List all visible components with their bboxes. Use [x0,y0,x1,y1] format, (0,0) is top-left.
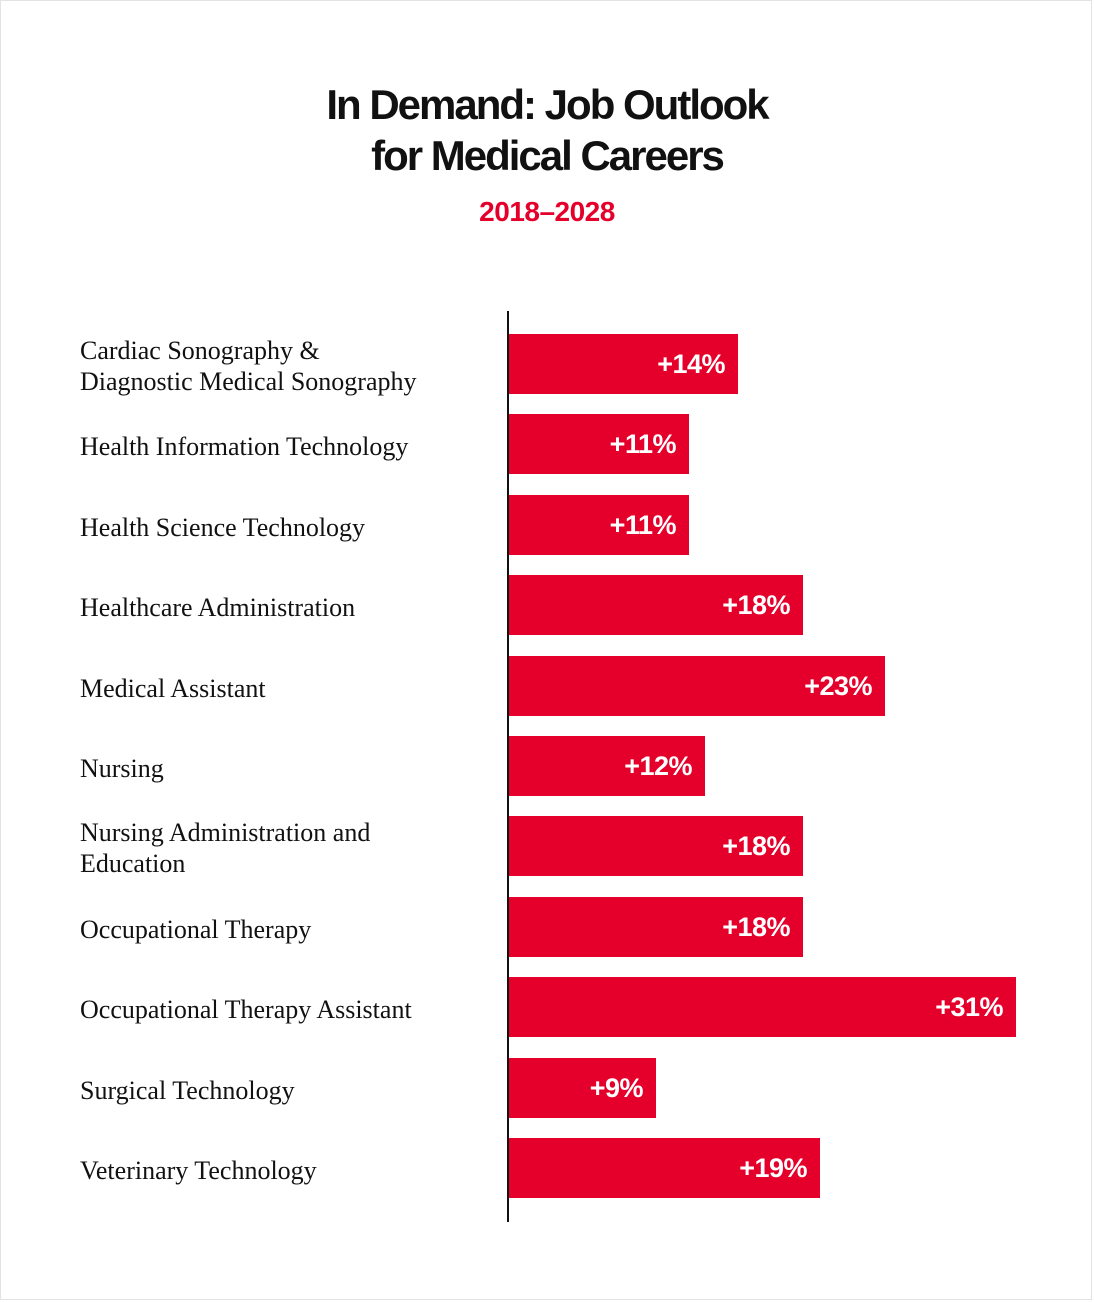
bar-value-label: +23% [804,671,872,701]
bar-value-label: +14% [657,349,725,379]
category-label-line: Education [80,849,186,878]
bar [509,816,803,876]
bar-value-label: +31% [935,992,1003,1022]
category-label: Nursing [80,753,490,784]
category-label: Health Science Technology [80,512,490,543]
category-label-line: Surgical Technology [80,1076,295,1105]
category-label-line: Occupational Therapy [80,915,312,944]
bar [509,575,803,635]
bar [509,736,705,796]
bar [509,656,885,716]
category-label-line: Nursing [80,754,164,783]
category-label-line: Diagnostic Medical Sonography [80,367,417,396]
bar-value-label: +18% [722,831,790,861]
category-label: Cardiac Sonography & Diagnostic Medical S… [80,335,490,397]
bar [509,495,689,555]
bar [509,897,803,957]
bar [509,1058,656,1118]
category-label-line: Health Science Technology [80,513,366,542]
category-label-line: Healthcare Administration [80,593,356,622]
category-label-line: Veterinary Technology [80,1156,317,1185]
bar-value-label: +11% [609,510,677,540]
category-label-line: Medical Assistant [80,674,266,703]
y-axis-line [507,311,509,1222]
category-label-line: Health Information Technology [80,432,409,461]
bar [509,414,689,474]
category-label: Medical Assistant [80,673,490,704]
category-label: Occupational Therapy Assistant [80,994,490,1025]
bar [509,334,738,394]
category-label: Surgical Technology [80,1075,490,1106]
bar-value-label: +18% [722,912,790,942]
category-label-line: Cardiac Sonography & [80,336,320,365]
bar-value-label: +12% [624,751,692,781]
bar-value-label: +11% [609,429,677,459]
category-label: Health Information Technology [80,431,490,462]
category-label: Healthcare Administration [80,592,490,623]
category-label: Veterinary Technology [80,1155,490,1186]
bar-value-label: +18% [722,590,790,620]
chart-title-line-2: for Medical Careers [371,132,725,179]
bar-value-label: +19% [739,1153,807,1183]
bar-value-label: +9% [589,1073,644,1103]
category-label-line: Occupational Therapy Assistant [80,995,412,1024]
category-label: Occupational Therapy [80,914,490,945]
chart-subtitle: 2018–2028 [479,196,615,227]
category-label-line: Nursing Administration and [80,818,371,847]
chart-title-line-1: In Demand: Job Outlook [326,81,769,128]
bar [509,1138,820,1198]
bar [509,977,1016,1037]
category-label: Nursing Administration and Education [80,817,490,879]
